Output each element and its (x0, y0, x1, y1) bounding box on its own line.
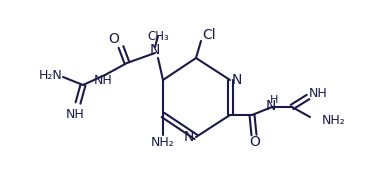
Text: NH: NH (65, 108, 84, 120)
Text: N: N (184, 130, 194, 144)
Text: N: N (150, 43, 160, 57)
Text: NH: NH (94, 74, 113, 86)
Text: H₂N: H₂N (39, 69, 63, 81)
Text: N: N (266, 99, 276, 113)
Text: NH₂: NH₂ (322, 113, 346, 127)
Text: O: O (250, 135, 260, 149)
Text: NH: NH (309, 86, 327, 100)
Text: Cl: Cl (202, 28, 216, 42)
Text: N: N (232, 73, 242, 87)
Text: O: O (109, 32, 120, 46)
Text: H: H (270, 95, 278, 105)
Text: CH₃: CH₃ (147, 30, 169, 42)
Text: NH₂: NH₂ (151, 137, 175, 149)
